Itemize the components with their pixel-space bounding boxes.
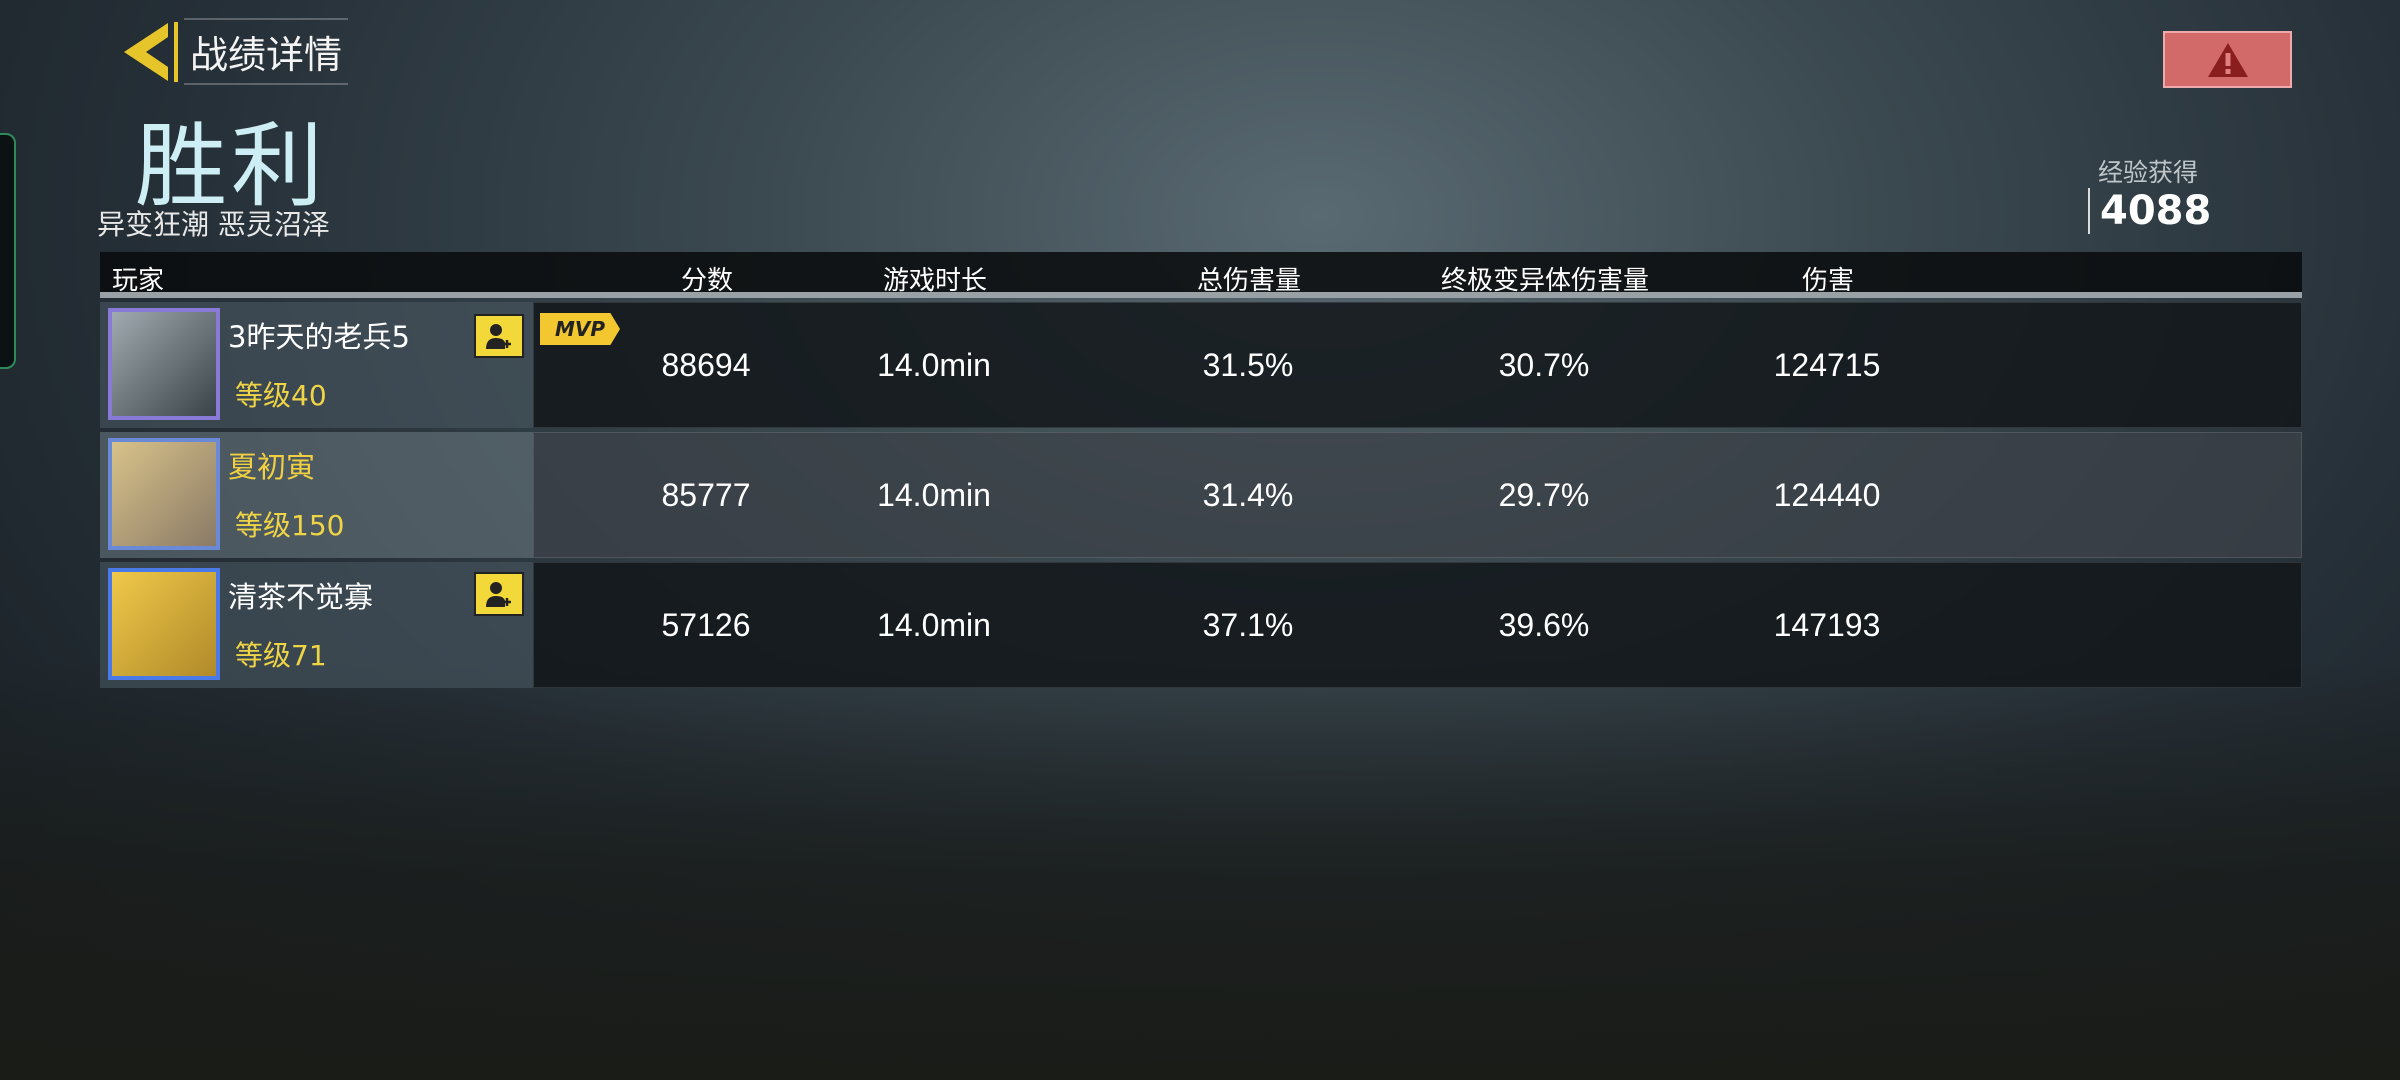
col-player: 玩家 [112,266,165,296]
player-name: 3昨天的老兵5 [228,320,410,354]
score: 88694 [661,347,751,383]
exp-value: 4088 [2088,188,2211,234]
game-mode: 异变狂潮 恶灵沼泽 [97,208,330,241]
add-friend-icon [486,582,511,607]
avatar[interactable] [108,438,220,550]
col-total-damage: 总伤害量 [1196,266,1302,296]
player-name: 夏初寅 [228,450,316,484]
report-button[interactable] [2163,31,2292,88]
total-damage: 31.4% [1202,477,1294,513]
avatar[interactable] [108,308,220,420]
back-button[interactable]: 战绩详情 [120,18,349,85]
play-time: 14.0min [877,347,991,383]
total-damage: 37.1% [1202,607,1294,643]
warning-icon [2207,42,2248,77]
col-score: 分数 [680,266,734,296]
table-row[interactable]: 3昨天的老兵5 等级40 MVP 88694 14.0min 31.5% 30.… [100,302,2302,428]
add-friend-button[interactable] [474,572,524,616]
player-level: 等级71 [235,639,327,672]
col-ultimate-damage: 终极变异体伤害量 [1440,266,1650,296]
table-row[interactable]: 清茶不觉寡 等级71 57126 14.0min 37.1% 39.6% 147… [100,562,2302,688]
col-time: 游戏时长 [882,266,988,296]
total-damage: 31.5% [1202,347,1294,383]
damage: 147193 [1773,607,1881,643]
background-fog [0,660,2400,1080]
page-title: 战绩详情 [184,18,349,85]
add-friend-icon [486,324,511,349]
col-damage: 伤害 [1801,266,1855,296]
table-header: 玩家 分数 游戏时长 总伤害量 终极变异体伤害量 伤害 [100,252,2302,298]
scoreboard: 玩家 分数 游戏时长 总伤害量 终极变异体伤害量 伤害 3昨天的老兵5 等级40… [100,252,2302,688]
player-name: 清茶不觉寡 [228,580,374,614]
match-result: 胜利 [135,113,328,220]
ultimate-damage: 39.6% [1498,607,1590,643]
player-level: 等级40 [235,379,327,412]
add-friend-button[interactable] [474,314,524,358]
ultimate-damage: 30.7% [1498,347,1590,383]
damage: 124715 [1773,347,1881,383]
table-row[interactable]: 夏初寅 等级150 85777 14.0min 31.4% 29.7% 1244… [100,432,2302,558]
score: 57126 [661,607,751,643]
damage: 124440 [1773,477,1881,513]
side-drawer-handle[interactable] [0,133,16,369]
player-level: 等级150 [235,509,345,542]
play-time: 14.0min [877,607,991,643]
back-arrow-icon [120,21,172,83]
back-divider [174,21,178,82]
score: 85777 [661,477,751,513]
ultimate-damage: 29.7% [1498,477,1590,513]
avatar[interactable] [108,568,220,680]
mvp-badge: MVP [540,313,620,345]
exp-label: 经验获得 [2098,158,2199,187]
play-time: 14.0min [877,477,991,513]
